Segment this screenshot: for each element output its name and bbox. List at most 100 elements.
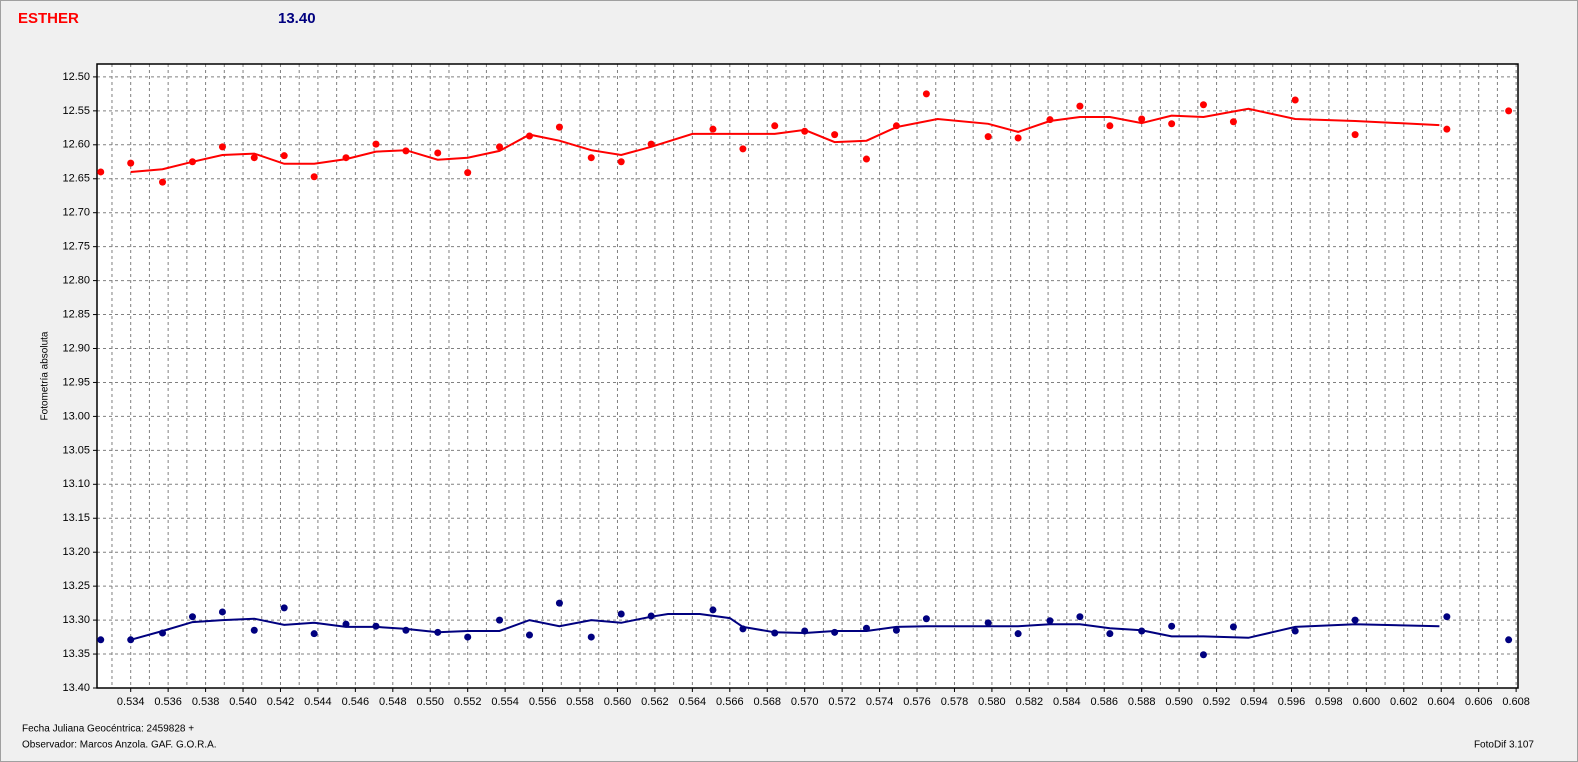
data-point [434,149,442,157]
y-tick-label: 13.30 [62,614,90,626]
data-point [1351,616,1359,624]
data-point [984,619,992,627]
software: FotoDif 3.107 [1474,740,1534,751]
data-point [831,131,839,139]
series-line [130,613,1440,641]
data-point [831,628,839,636]
data-point [159,178,167,186]
plot-area [97,64,1518,688]
x-tick-label: 0.560 [604,696,632,708]
x-tick-label: 0.534 [117,696,145,708]
y-tick-label: 12.90 [62,342,90,354]
x-tick-label: 0.568 [753,696,781,708]
data-point [1106,122,1114,130]
data-point [1443,125,1451,133]
x-tick-label: 0.602 [1390,696,1418,708]
x-tick-label: 0.550 [416,696,444,708]
data-point [1076,613,1084,621]
data-point [250,154,258,162]
data-point [587,154,595,162]
data-point [892,626,900,634]
data-point [862,155,870,163]
data-point [1199,651,1207,659]
data-point [310,630,318,638]
x-tick-label: 0.540 [229,696,257,708]
data-point [372,140,380,148]
x-tick-label: 0.544 [304,696,332,708]
data-point [1106,630,1114,638]
data-point [984,133,992,141]
data-point [1168,622,1176,630]
y-tick-label: 13.40 [62,682,90,694]
y-tick-label: 13.35 [62,648,90,660]
x-tick-label: 0.572 [828,696,856,708]
data-point [555,599,563,607]
y-tick-label: 12.55 [62,105,90,117]
x-tick-label: 0.580 [978,696,1006,708]
data-point [1505,107,1513,115]
data-point [464,633,472,641]
x-axis-label: Fecha Juliana Geocéntrica: 2459828 + [22,724,194,735]
x-tick-label: 0.536 [154,696,182,708]
x-tick-label: 0.556 [529,696,557,708]
data-point [1199,101,1207,109]
data-point [739,145,747,153]
y-tick-label: 12.50 [62,71,90,83]
y-tick-label: 13.20 [62,546,90,558]
series-line [130,107,1440,173]
plot-border [96,63,1519,689]
data-point [1443,613,1451,621]
x-tick-label: 0.542 [267,696,295,708]
data-point [97,168,105,176]
x-tick-label: 0.606 [1465,696,1493,708]
x-tick-label: 0.604 [1427,696,1455,708]
data-point [587,633,595,641]
data-point [280,152,288,160]
data-point [218,143,226,151]
data-point [771,122,779,130]
x-tick-label: 0.564 [679,696,707,708]
data-point [922,615,930,623]
chart-title: ESTHER [18,10,79,27]
x-tick-label: 0.592 [1203,696,1231,708]
data-point [496,143,504,151]
x-tick-label: 0.584 [1053,696,1081,708]
y-tick-label: 12.65 [62,173,90,185]
x-tick-label: 0.552 [454,696,482,708]
y-tick-label: 13.00 [62,410,90,422]
x-tick-label: 0.608 [1502,696,1530,708]
observer: Observador: Marcos Anzola. GAF. G.O.R.A. [22,740,217,751]
data-point [188,613,196,621]
y-tick-label: 13.15 [62,512,90,524]
x-tick-label: 0.578 [941,696,969,708]
data-point [1505,636,1513,644]
x-tick-label: 0.566 [716,696,744,708]
x-tick-label: 0.554 [491,696,519,708]
data-point [1168,120,1176,128]
x-tick-label: 0.558 [566,696,594,708]
data-point [525,631,533,639]
x-tick-label: 0.586 [1090,696,1118,708]
x-tick-label: 0.594 [1240,696,1268,708]
x-tick-label: 0.562 [641,696,669,708]
data-point [709,125,717,133]
data-point [709,606,717,614]
y-tick-label: 12.85 [62,308,90,320]
y-tick-label: 12.70 [62,207,90,219]
data-point [1014,134,1022,142]
data-point [1291,627,1299,635]
x-tick-label: 0.538 [192,696,220,708]
y-tick-label: 13.25 [62,580,90,592]
data-point [127,159,135,167]
data-point [617,610,625,618]
x-tick-label: 0.546 [342,696,370,708]
data-point [617,158,625,166]
data-point [1046,617,1054,625]
x-tick-label: 0.590 [1165,696,1193,708]
data-point [280,604,288,612]
x-tick-label: 0.570 [791,696,819,708]
x-tick-label: 0.582 [1016,696,1044,708]
data-point [1351,131,1359,139]
data-point [250,626,258,634]
grid-layer [97,64,1518,688]
